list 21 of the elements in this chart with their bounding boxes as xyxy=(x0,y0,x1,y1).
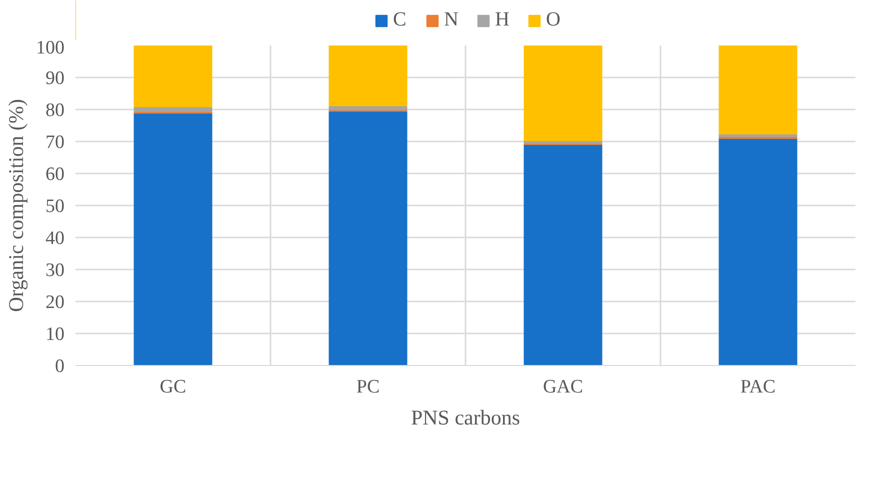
x-axis-title: PNS carbons xyxy=(410,406,520,430)
y-tick-label: 10 xyxy=(46,324,64,345)
x-tick-label: GAC xyxy=(542,376,584,398)
y-axis-title: Organic composition (%) xyxy=(4,98,28,312)
y-tick-label: 100 xyxy=(36,38,64,58)
legend-label: H xyxy=(495,8,510,32)
y-tick-label: 30 xyxy=(46,260,64,281)
x-tick-label: PC xyxy=(356,376,380,398)
y-tick-label: 90 xyxy=(46,68,64,89)
x-tick-label: GC xyxy=(160,376,186,398)
legend-label: N xyxy=(444,8,460,32)
x-tick-label: PAC xyxy=(740,376,776,398)
y-tick-label: 20 xyxy=(46,292,64,313)
legend-label: O xyxy=(546,8,562,32)
y-tick-label: 0 xyxy=(55,356,64,377)
y-tick-label: 50 xyxy=(46,196,64,217)
y-tick-label: 70 xyxy=(46,132,64,153)
y-tick-label: 60 xyxy=(46,164,64,185)
legend-label: C xyxy=(393,8,408,32)
y-tick-label: 80 xyxy=(46,100,64,121)
y-tick-label: 40 xyxy=(46,228,64,249)
